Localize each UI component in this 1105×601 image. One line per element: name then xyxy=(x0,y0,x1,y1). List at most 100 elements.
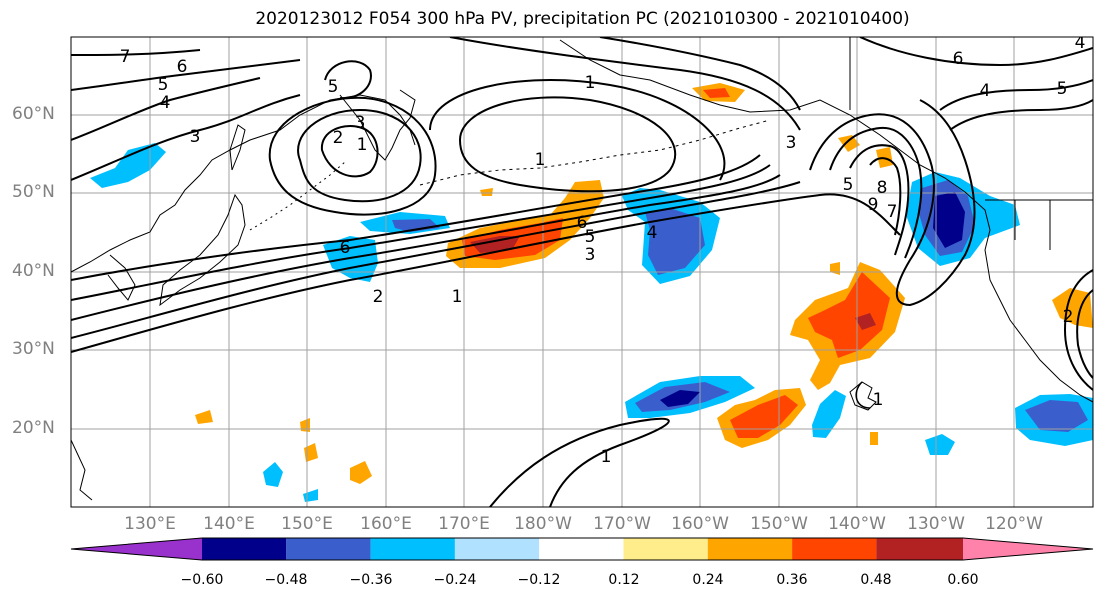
precip-area xyxy=(392,219,440,232)
pv-contour xyxy=(949,99,1093,131)
precip-area xyxy=(812,390,846,438)
pv-contour xyxy=(71,193,901,353)
lon-label: 170°E xyxy=(438,514,490,534)
precip-area xyxy=(90,143,166,188)
map-title: 2020123012 F054 300 hPa PV, precipitatio… xyxy=(255,9,910,29)
pv-contour xyxy=(429,79,726,181)
colorbar-swatch xyxy=(963,538,1093,560)
precip-area xyxy=(300,418,310,432)
pv-contour xyxy=(71,77,261,141)
lat-label: 40°N xyxy=(12,261,55,281)
precip-area xyxy=(933,192,965,248)
lon-label: 160°E xyxy=(360,514,412,534)
pv-contour xyxy=(1063,269,1093,391)
pv-contour xyxy=(489,417,670,507)
colorbar-swatch xyxy=(876,538,963,560)
coastlines xyxy=(71,37,1093,501)
contour-label: 5 xyxy=(158,75,169,95)
colorbar-tick-label: −0.12 xyxy=(517,572,561,588)
pv-contour xyxy=(809,99,976,307)
lat-label: 50°N xyxy=(12,182,55,202)
colorbar-swatch xyxy=(707,538,793,560)
coastline-hawaii xyxy=(849,381,877,411)
pv-contour xyxy=(71,174,781,321)
coastline-kuril xyxy=(249,161,346,231)
precip-area xyxy=(1052,288,1093,328)
precip-area xyxy=(645,208,705,275)
lon-label: 140°W xyxy=(828,514,886,534)
pv-contour xyxy=(458,96,677,193)
contour-label: 9 xyxy=(868,195,879,215)
precip-area xyxy=(350,461,372,484)
map-frame xyxy=(70,36,1094,508)
colorbar-swatch xyxy=(71,538,202,560)
pv-contour xyxy=(71,59,301,91)
colorbar-tick-label: −0.48 xyxy=(264,572,308,588)
lat-label: 60°N xyxy=(12,104,55,124)
pv-contour xyxy=(320,125,379,178)
coastline-sakhalin xyxy=(229,124,246,171)
contour-label: 3 xyxy=(585,245,596,265)
contour-label: 7 xyxy=(120,47,131,67)
precip-area xyxy=(304,443,318,462)
precip-area xyxy=(1025,400,1088,432)
precip-area xyxy=(703,88,730,98)
pv-contours xyxy=(71,37,1093,507)
contour-label: 1 xyxy=(601,447,612,467)
contour-label: 1 xyxy=(452,287,463,307)
precip-area xyxy=(195,410,213,424)
pv-contour xyxy=(71,181,801,339)
lon-label: 140°E xyxy=(203,514,255,534)
colorbar xyxy=(70,537,1094,561)
precip-area xyxy=(830,262,840,275)
contour-label: 3 xyxy=(786,133,797,153)
colorbar-swatch xyxy=(792,538,877,560)
pv-contour xyxy=(297,108,422,203)
colorbar-tick-label: 0.24 xyxy=(692,572,724,588)
lat-label: 20°N xyxy=(12,418,55,438)
contour-label: 6 xyxy=(340,238,351,258)
coastline-asia xyxy=(71,94,416,273)
pv-contour xyxy=(71,49,201,56)
lon-label: 130°E xyxy=(124,514,176,534)
precip-area xyxy=(870,432,878,445)
pv-contour xyxy=(829,126,923,259)
contour-label: 4 xyxy=(1075,33,1086,53)
precip-area xyxy=(263,462,283,487)
contour-label: 6 xyxy=(953,49,964,69)
precip-area xyxy=(925,434,955,455)
colorbar-swatch xyxy=(623,538,708,560)
contour-label: 5 xyxy=(585,227,596,247)
precip-area xyxy=(480,188,493,196)
contour-label: 6 xyxy=(577,213,588,233)
lat-label: 30°N xyxy=(12,339,55,359)
lon-label: 180°W xyxy=(514,514,572,534)
contour-label: 2 xyxy=(1063,307,1074,327)
colorbar-swatch xyxy=(286,538,371,560)
colorbar-swatch xyxy=(370,538,455,560)
precip-area xyxy=(730,395,798,438)
coastline-philippines xyxy=(71,439,93,501)
pv-contour xyxy=(855,381,871,409)
coastline-japan xyxy=(159,193,246,307)
pv-contour xyxy=(324,60,372,100)
pv-contour xyxy=(939,79,1093,111)
pv-contour xyxy=(71,154,761,281)
pv-contour xyxy=(849,144,910,256)
coastline-aleutians xyxy=(419,119,771,186)
precip-area xyxy=(855,313,876,330)
colorbar-swatch xyxy=(202,538,287,560)
precip-area xyxy=(303,489,318,502)
colorbar-swatch xyxy=(539,538,624,560)
precip-area xyxy=(660,390,700,407)
contour-label: 4 xyxy=(980,81,991,101)
colorbar-outline xyxy=(70,537,1094,561)
colorbar-tick-label: −0.36 xyxy=(349,572,393,588)
lon-label: 170°W xyxy=(593,514,651,534)
graticule xyxy=(71,37,1093,507)
contour-label: 4 xyxy=(160,93,171,113)
lon-label: 150°W xyxy=(750,514,808,534)
lon-label: 120°W xyxy=(985,514,1043,534)
contour-label: 1 xyxy=(357,135,368,155)
